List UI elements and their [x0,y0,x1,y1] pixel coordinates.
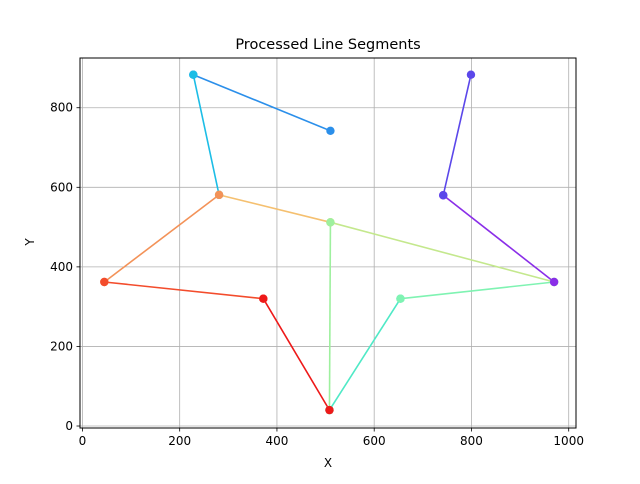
x-tick-label: 200 [168,434,191,448]
line-segment-1 [192,73,331,132]
segment-9-endpoint-2 [466,70,476,79]
segment-7-endpoint-1 [396,294,405,303]
x-tick-label: 400 [265,434,288,448]
segment-12-endpoint-2 [325,405,334,415]
x-tick-label: 0 [79,434,87,448]
segment-1-endpoint-1 [326,126,335,136]
line-segment-5 [328,222,332,411]
x-axis-label: X [324,456,332,470]
y-axis-label: Y [23,238,37,247]
ticks: 0 200 400 600 800 1000 0 200 400 600 800 [50,101,584,448]
segment-5-endpoint-1 [326,218,335,227]
line-segment-10 [103,194,220,283]
grid [80,58,576,428]
line-segment-8 [442,194,555,283]
line-segment-12 [262,298,331,411]
line-segment-4 [330,221,555,283]
line-segment-3 [218,194,331,224]
points [100,70,559,415]
line-segment-6 [328,298,402,411]
segment-2-endpoint-1 [189,70,198,79]
line-segment-7 [400,281,555,300]
line-segment-11 [104,281,264,300]
segment-9-endpoint-1 [439,191,448,200]
line-segment-9 [442,74,472,196]
y-tick-label: 400 [50,260,73,274]
x-tick-label: 1000 [553,434,584,448]
y-tick-label: 800 [50,101,73,115]
segment-10-endpoint-1 [214,190,224,200]
line-segment-2 [192,74,220,196]
x-tick-label: 800 [460,434,483,448]
segment-12-endpoint-1 [259,294,268,303]
chart-title: Processed Line Segments [235,37,420,53]
segment-11-endpoint-1 [100,277,109,287]
x-tick-label: 600 [363,434,386,448]
segments [103,73,555,411]
y-tick-label: 0 [65,419,73,433]
segment-8-endpoint-1 [549,277,559,287]
plot-frame [79,57,577,429]
y-tick-label: 600 [50,180,73,194]
y-tick-label: 200 [50,339,73,353]
